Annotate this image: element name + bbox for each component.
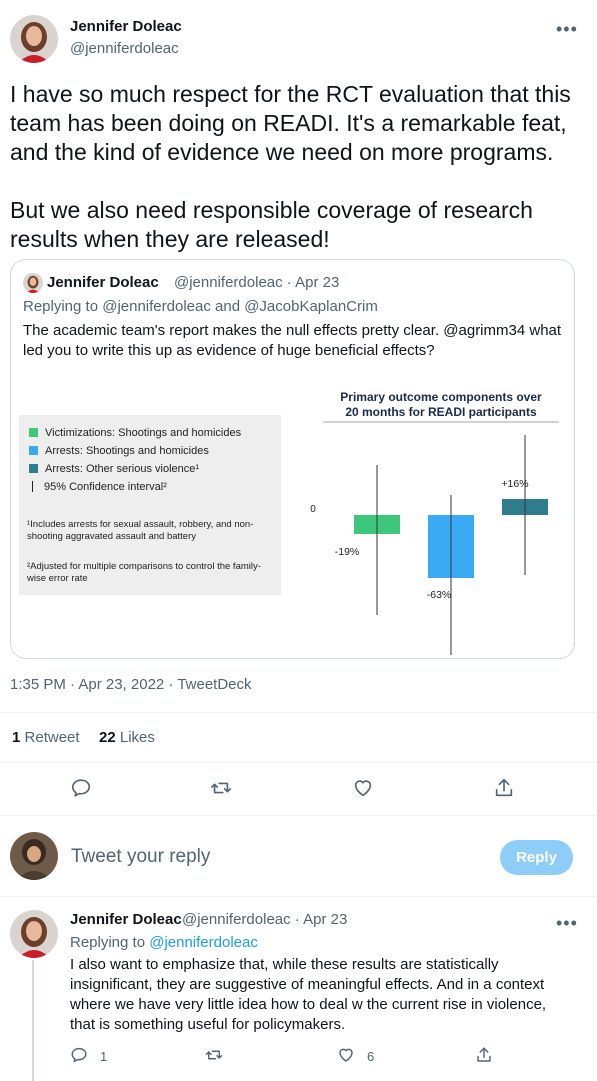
quote-author-avatar (23, 273, 43, 293)
reply-icon (71, 779, 91, 797)
author-handle[interactable]: @jenniferdoleac (70, 40, 179, 57)
quoted-tweet-card[interactable]: Jennifer Doleac @jenniferdoleac · Apr 23… (10, 259, 575, 659)
bar-value-label-1: -19% (335, 546, 360, 558)
reply-icon (71, 1047, 87, 1063)
like-count: 22 (99, 729, 116, 746)
legend-swatch (29, 446, 38, 455)
quote-chart-image[interactable]: Victimizations: Shootings and homicides … (11, 370, 574, 658)
legend-swatch (29, 428, 38, 437)
retweet-icon (205, 1050, 223, 1060)
retweet-icon (211, 782, 231, 794)
legend-item-confidence-interval: 95% Confidence interval² (29, 481, 167, 493)
quote-text: The academic team's report makes the nul… (23, 322, 562, 359)
more-icon[interactable]: ••• (556, 913, 578, 933)
reply-author-handle[interactable]: @jenniferdoleac · Apr 23 (182, 911, 348, 928)
replying-handle-link[interactable]: @jenniferdoleac (149, 934, 258, 951)
divider (0, 712, 597, 713)
divider (0, 815, 597, 816)
chart-title-line2: 20 months for READI participants (345, 405, 537, 419)
chart-footnote-1: ¹Includes arrests for sexual assault, ro… (27, 519, 254, 542)
share-button[interactable] (493, 777, 515, 799)
legend-label: Arrests: Shootings and homicides (45, 445, 209, 457)
reply-reply-count: 1 (100, 1049, 108, 1064)
heart-icon (354, 780, 372, 797)
chart-footnote-2: ²Adjusted for multiple comparisons to co… (27, 561, 261, 584)
author-avatar[interactable] (10, 15, 58, 63)
reply-text: I also want to emphasize that, while the… (70, 956, 547, 1033)
retweet-count: 1 (12, 729, 21, 746)
legend-label: Victimizations: Shootings and homicides (45, 427, 242, 439)
retweet-count-link[interactable]: 1 Retweet (12, 729, 80, 746)
reply-author-avatar[interactable] (10, 910, 58, 958)
tweet-text: I have so much respect for the RCT evalu… (10, 81, 571, 252)
ci-legend-mark (32, 481, 33, 492)
reply-replying-to: Replying to @jenniferdoleac (70, 934, 258, 951)
reply-reply-button[interactable] (70, 1046, 88, 1064)
y-tick-label: 0 (310, 504, 316, 515)
retweet-label: Retweet (24, 729, 80, 746)
divider (0, 762, 597, 763)
quote-author-name: Jennifer Doleac (47, 274, 159, 291)
quote-replying-to: Replying to @jenniferdoleac and @JacobKa… (23, 298, 378, 315)
legend-item-arrests-other: Arrests: Other serious violence¹ (29, 463, 199, 475)
bar-chart: Primary outcome components over 20 month… (310, 390, 559, 655)
tweet-timestamp[interactable]: 1:35 PM · Apr 23, 2022 · TweetDeck (10, 676, 252, 693)
chart-legend: Victimizations: Shootings and homicides … (19, 415, 281, 595)
like-count-link[interactable]: 22 Likes (99, 729, 155, 746)
legend-item-victimizations: Victimizations: Shootings and homicides (29, 427, 241, 439)
reply-like-count: 6 (367, 1049, 375, 1064)
share-icon (477, 1047, 491, 1062)
more-icon[interactable]: ••• (556, 19, 578, 39)
legend-label: 95% Confidence interval² (44, 481, 167, 493)
reply-like-button[interactable] (337, 1046, 355, 1064)
legend-swatch (29, 464, 38, 473)
author-name[interactable]: Jennifer Doleac (70, 18, 182, 35)
replying-prefix: Replying to (70, 934, 146, 951)
reply-share-button[interactable] (475, 1046, 493, 1064)
legend-label: Arrests: Other serious violence¹ (45, 463, 200, 475)
current-user-avatar[interactable] (10, 832, 58, 880)
like-button[interactable] (352, 777, 374, 799)
retweet-button[interactable] (210, 777, 232, 799)
reply-author-name[interactable]: Jennifer Doleac (70, 911, 182, 928)
quote-author-handle: @jenniferdoleac · Apr 23 (174, 274, 340, 291)
bar-value-label-2: -63% (427, 589, 452, 601)
reply-submit-button[interactable]: Reply (500, 840, 573, 875)
like-label: Likes (119, 729, 155, 746)
share-icon (495, 778, 513, 797)
thread-line (32, 960, 34, 1081)
heart-icon (339, 1048, 353, 1062)
chart-title-line1: Primary outcome components over (340, 390, 542, 404)
reply-input[interactable]: Tweet your reply (71, 846, 211, 867)
legend-item-arrests-shootings: Arrests: Shootings and homicides (29, 445, 209, 457)
reply-button[interactable] (70, 777, 92, 799)
reply-retweet-button[interactable] (205, 1046, 223, 1064)
divider (0, 896, 597, 897)
bar-value-label-3: +16% (501, 478, 528, 490)
